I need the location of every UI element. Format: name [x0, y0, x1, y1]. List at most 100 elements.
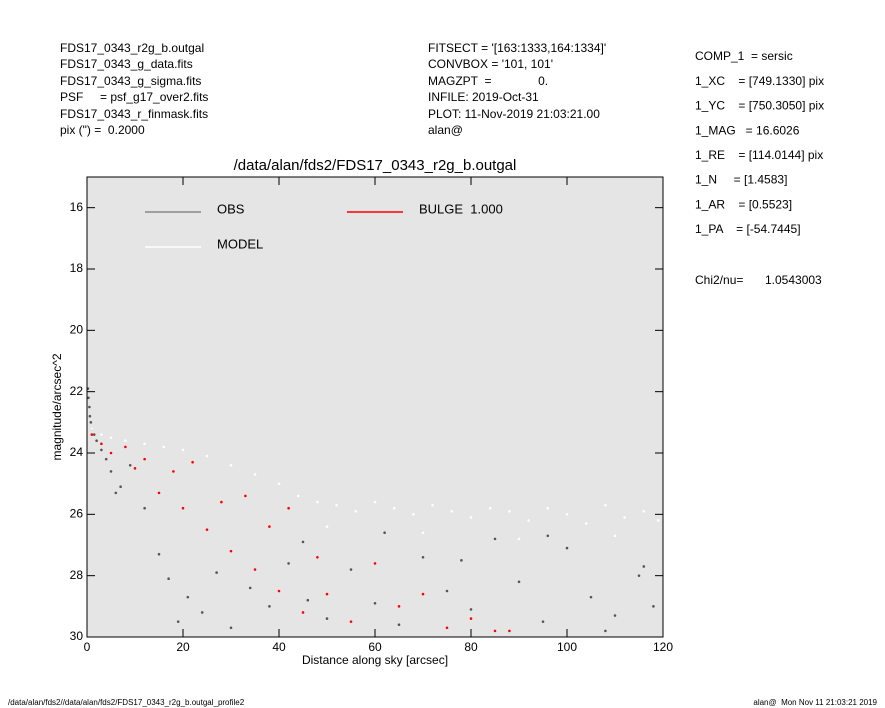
point	[157, 552, 161, 556]
point	[248, 586, 252, 590]
header-left-line: FDS17_0343_r2g_b.outgal	[60, 41, 204, 55]
x-tick-label: 20	[176, 640, 190, 654]
point	[316, 555, 319, 559]
point	[613, 614, 617, 617]
point	[349, 620, 353, 623]
point	[517, 580, 521, 584]
y-tick-label: 20	[70, 323, 84, 337]
point	[176, 620, 180, 623]
point	[421, 592, 425, 596]
point	[104, 457, 108, 461]
x-tick-label: 40	[272, 640, 286, 654]
y-axis-label: magnitude/arcsec^2	[50, 353, 64, 460]
point	[565, 546, 569, 550]
y-tick-label: 24	[70, 445, 84, 459]
point	[229, 626, 233, 630]
header-middle-line: INFILE: 2019-Oct-31	[428, 90, 539, 104]
point	[100, 448, 103, 452]
header-middle-line: PLOT: 11-Nov-2019 21:03:21.00	[428, 107, 600, 121]
point	[325, 617, 329, 620]
data-points	[86, 387, 660, 633]
point	[92, 433, 96, 436]
point	[546, 534, 550, 538]
x-tick-label: 0	[84, 640, 91, 654]
point	[133, 467, 137, 470]
point	[383, 531, 386, 535]
point	[373, 601, 377, 605]
header-middle-line: alan@	[428, 123, 463, 137]
point	[652, 605, 655, 608]
point	[229, 463, 233, 467]
header-left-line: FDS17_0343_g_data.fits	[60, 57, 193, 71]
point	[541, 620, 545, 623]
point	[460, 559, 463, 562]
point	[517, 537, 521, 541]
point	[277, 589, 281, 593]
x-tick-label: 120	[653, 640, 673, 654]
point	[642, 509, 646, 513]
point	[90, 433, 94, 436]
point	[623, 516, 626, 519]
point	[493, 629, 497, 633]
point	[445, 589, 449, 593]
point	[143, 457, 146, 461]
point	[604, 629, 607, 633]
fit-parameter: 1_XC = [749.1330] pix	[695, 74, 824, 88]
chi2-label: Chi2/nu=	[695, 273, 743, 287]
point	[200, 611, 204, 614]
point	[397, 623, 401, 627]
point	[392, 506, 396, 510]
point	[100, 442, 103, 446]
point	[296, 494, 300, 498]
legend-label: BULGE 1.000	[419, 201, 503, 216]
legend-label: OBS	[217, 201, 245, 216]
point	[527, 519, 530, 522]
footer-path: /data/alan/fds2//data/alan/fds2/FDS17_03…	[8, 698, 245, 707]
point	[191, 460, 194, 464]
header-middle-line: CONVBOX = '101, 101'	[428, 57, 553, 71]
point	[205, 454, 209, 458]
legend-label: MODEL	[217, 236, 263, 251]
point	[128, 463, 132, 467]
point	[488, 506, 492, 510]
point	[88, 414, 92, 418]
fit-parameter: 1_PA = [-54.7445]	[695, 222, 801, 236]
fit-parameter: 1_N = [1.4583]	[695, 173, 787, 187]
fit-parameter: COMP_1 = sersic	[695, 49, 793, 63]
point	[301, 611, 305, 614]
point	[89, 421, 93, 424]
fit-parameter: 1_RE = [114.0144] pix	[695, 148, 823, 162]
point	[220, 500, 223, 504]
header-middle-line: MAGZPT = 0.	[428, 74, 548, 88]
point	[565, 513, 569, 516]
point	[445, 626, 449, 630]
point	[87, 396, 90, 400]
point	[143, 442, 146, 446]
point	[162, 445, 166, 449]
fit-parameter: 1_MAG = 16.6026	[695, 123, 800, 137]
y-tick-label: 30	[70, 629, 84, 643]
point	[172, 470, 175, 473]
y-tick-label: 22	[70, 384, 84, 398]
point	[335, 503, 338, 507]
point	[124, 445, 127, 449]
point	[421, 531, 425, 535]
header-left-line: pix (") = 0.2000	[60, 123, 145, 137]
point	[253, 473, 257, 476]
x-tick-label: 60	[368, 640, 382, 654]
point	[253, 568, 257, 571]
point	[287, 562, 290, 565]
x-tick-label: 100	[557, 640, 577, 654]
point	[229, 549, 233, 553]
point	[244, 494, 247, 498]
point	[287, 506, 290, 510]
point	[181, 448, 185, 452]
point	[604, 503, 607, 507]
point	[508, 509, 511, 513]
point	[119, 485, 122, 489]
point	[109, 436, 113, 439]
point	[508, 629, 511, 633]
y-tick-label: 26	[70, 507, 84, 521]
point	[637, 574, 641, 577]
point	[186, 595, 190, 599]
